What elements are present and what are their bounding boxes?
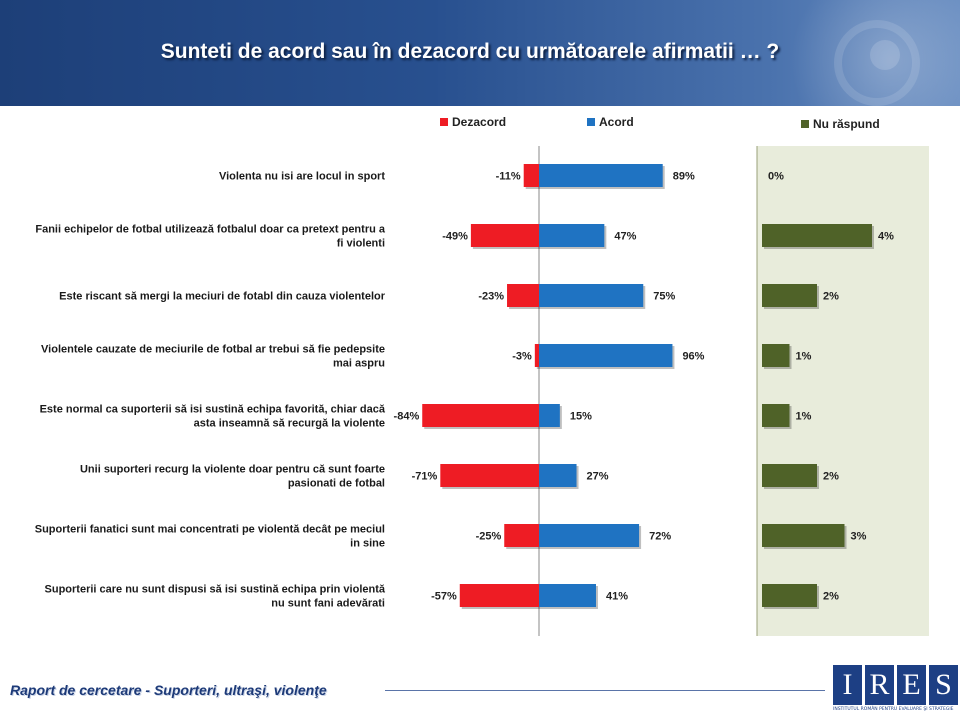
ires-logo: I R E S INSTITUTUL ROMÂN PENTRU EVALUARE… [833, 665, 960, 720]
survey-chart: Dezacord Acord Nu răspund -11% 89% 0% Violenta… [35, 115, 929, 636]
legend-label-disagree: Dezacord [452, 115, 506, 129]
label-disagree: -49% [442, 231, 468, 243]
category-label-line: asta inseamnă să recurgă la violente [194, 418, 385, 430]
bar-disagree [459, 584, 539, 607]
page-title: Sunteti de acord sau în dezacord cu urmă… [160, 40, 780, 63]
label-disagree: -23% [478, 291, 504, 303]
category-label-line: Unii suporteri recurg la violente doar p… [80, 464, 385, 476]
label-no-answer: 1% [796, 351, 812, 363]
label-agree: 47% [614, 231, 636, 243]
category-label: Violentele cauzate de meciurile de fotba… [41, 344, 385, 370]
label-agree: 41% [606, 591, 628, 603]
category-label: Este normal ca suporterii să isi sustină… [40, 404, 386, 430]
category-label-line: Violentele cauzate de meciurile de fotba… [41, 344, 385, 356]
label-disagree: -3% [512, 351, 532, 363]
label-agree: 75% [653, 291, 675, 303]
bar-agree [539, 284, 644, 307]
label-no-answer: 1% [796, 411, 812, 423]
bar-disagree [523, 164, 539, 187]
footer-divider [385, 690, 825, 691]
bar-disagree [470, 224, 539, 247]
bar-agree [539, 404, 560, 427]
label-agree: 72% [649, 531, 671, 543]
logo-letters: I R E S [833, 665, 960, 705]
bar-agree [539, 524, 640, 547]
label-no-answer: 2% [823, 291, 839, 303]
legend-label-no-answer: Nu răspund [813, 117, 880, 131]
category-label-line: mai aspru [333, 358, 385, 370]
label-agree: 89% [673, 171, 695, 183]
bar-no-answer [762, 344, 790, 367]
category-label-line: nu sunt fani adevărati [271, 598, 385, 610]
category-label: Este riscant să mergi la meciuri de fota… [59, 291, 386, 303]
bar-no-answer [762, 584, 817, 607]
bar-no-answer [762, 284, 817, 307]
label-disagree: -25% [476, 531, 502, 543]
label-agree: 96% [682, 351, 704, 363]
category-label-line: in sine [350, 538, 385, 550]
logo-letter: E [897, 665, 926, 705]
header-decoration-ring [834, 20, 920, 106]
category-label: Suporterii fanatici sunt mai concentrati… [35, 524, 385, 550]
label-no-answer: 4% [878, 231, 894, 243]
bar-agree [539, 344, 673, 367]
no-answer-panel [757, 146, 929, 636]
category-label-line: fi violenti [337, 238, 385, 250]
category-label-line: Este riscant să mergi la meciuri de fota… [59, 291, 386, 303]
logo-letter: R [865, 665, 894, 705]
label-disagree: -84% [394, 411, 420, 423]
label-agree: 15% [570, 411, 592, 423]
legend-swatch-agree [587, 118, 595, 126]
category-label-line: Fanii echipelor de fotbal utilizează fot… [35, 224, 385, 236]
bar-disagree [422, 404, 539, 427]
bar-agree [539, 464, 577, 487]
footer-report-title: Raport de cercetare - Suporteri, ultraşi… [10, 682, 327, 698]
header-decoration-dot [870, 40, 900, 70]
header-banner: Sunteti de acord sau în dezacord cu urmă… [0, 0, 960, 106]
bar-disagree [504, 524, 539, 547]
label-no-answer: 2% [823, 471, 839, 483]
bar-agree [539, 584, 596, 607]
bar-agree [539, 224, 605, 247]
label-disagree: -11% [496, 171, 521, 183]
label-no-answer: 0% [768, 171, 784, 183]
bar-agree [539, 164, 663, 187]
bar-no-answer [762, 524, 845, 547]
logo-letter: S [929, 665, 958, 705]
category-label: Fanii echipelor de fotbal utilizează fot… [35, 224, 385, 250]
label-disagree: -71% [412, 471, 438, 483]
category-label-line: Suporterii care nu sunt dispusi să isi s… [45, 584, 386, 596]
bar-no-answer [762, 464, 817, 487]
category-label-line: pasionati de fotbal [288, 478, 385, 490]
bar-disagree [440, 464, 539, 487]
category-label: Suporterii care nu sunt dispusi să isi s… [45, 584, 386, 610]
logo-subtitle: INSTITUTUL ROMÂN PENTRU EVALUARE ŞI STRA… [833, 707, 954, 712]
bar-no-answer [762, 404, 790, 427]
label-no-answer: 2% [823, 591, 839, 603]
legend-swatch-disagree [440, 118, 448, 126]
label-agree: 27% [587, 471, 609, 483]
bar-disagree [534, 344, 539, 367]
logo-letter: I [833, 665, 862, 705]
category-label: Violenta nu isi are locul in sport [219, 171, 385, 183]
category-label-line: Violenta nu isi are locul in sport [219, 171, 385, 183]
category-label: Unii suporteri recurg la violente doar p… [80, 464, 385, 490]
bar-no-answer [762, 224, 872, 247]
label-no-answer: 3% [851, 531, 867, 543]
label-disagree: -57% [431, 591, 457, 603]
category-label-line: Este normal ca suporterii să isi sustină… [40, 404, 386, 416]
category-label-line: Suporterii fanatici sunt mai concentrati… [35, 524, 385, 536]
legend-swatch-no-answer [801, 120, 809, 128]
bar-disagree [507, 284, 539, 307]
legend-label-agree: Acord [599, 115, 634, 129]
